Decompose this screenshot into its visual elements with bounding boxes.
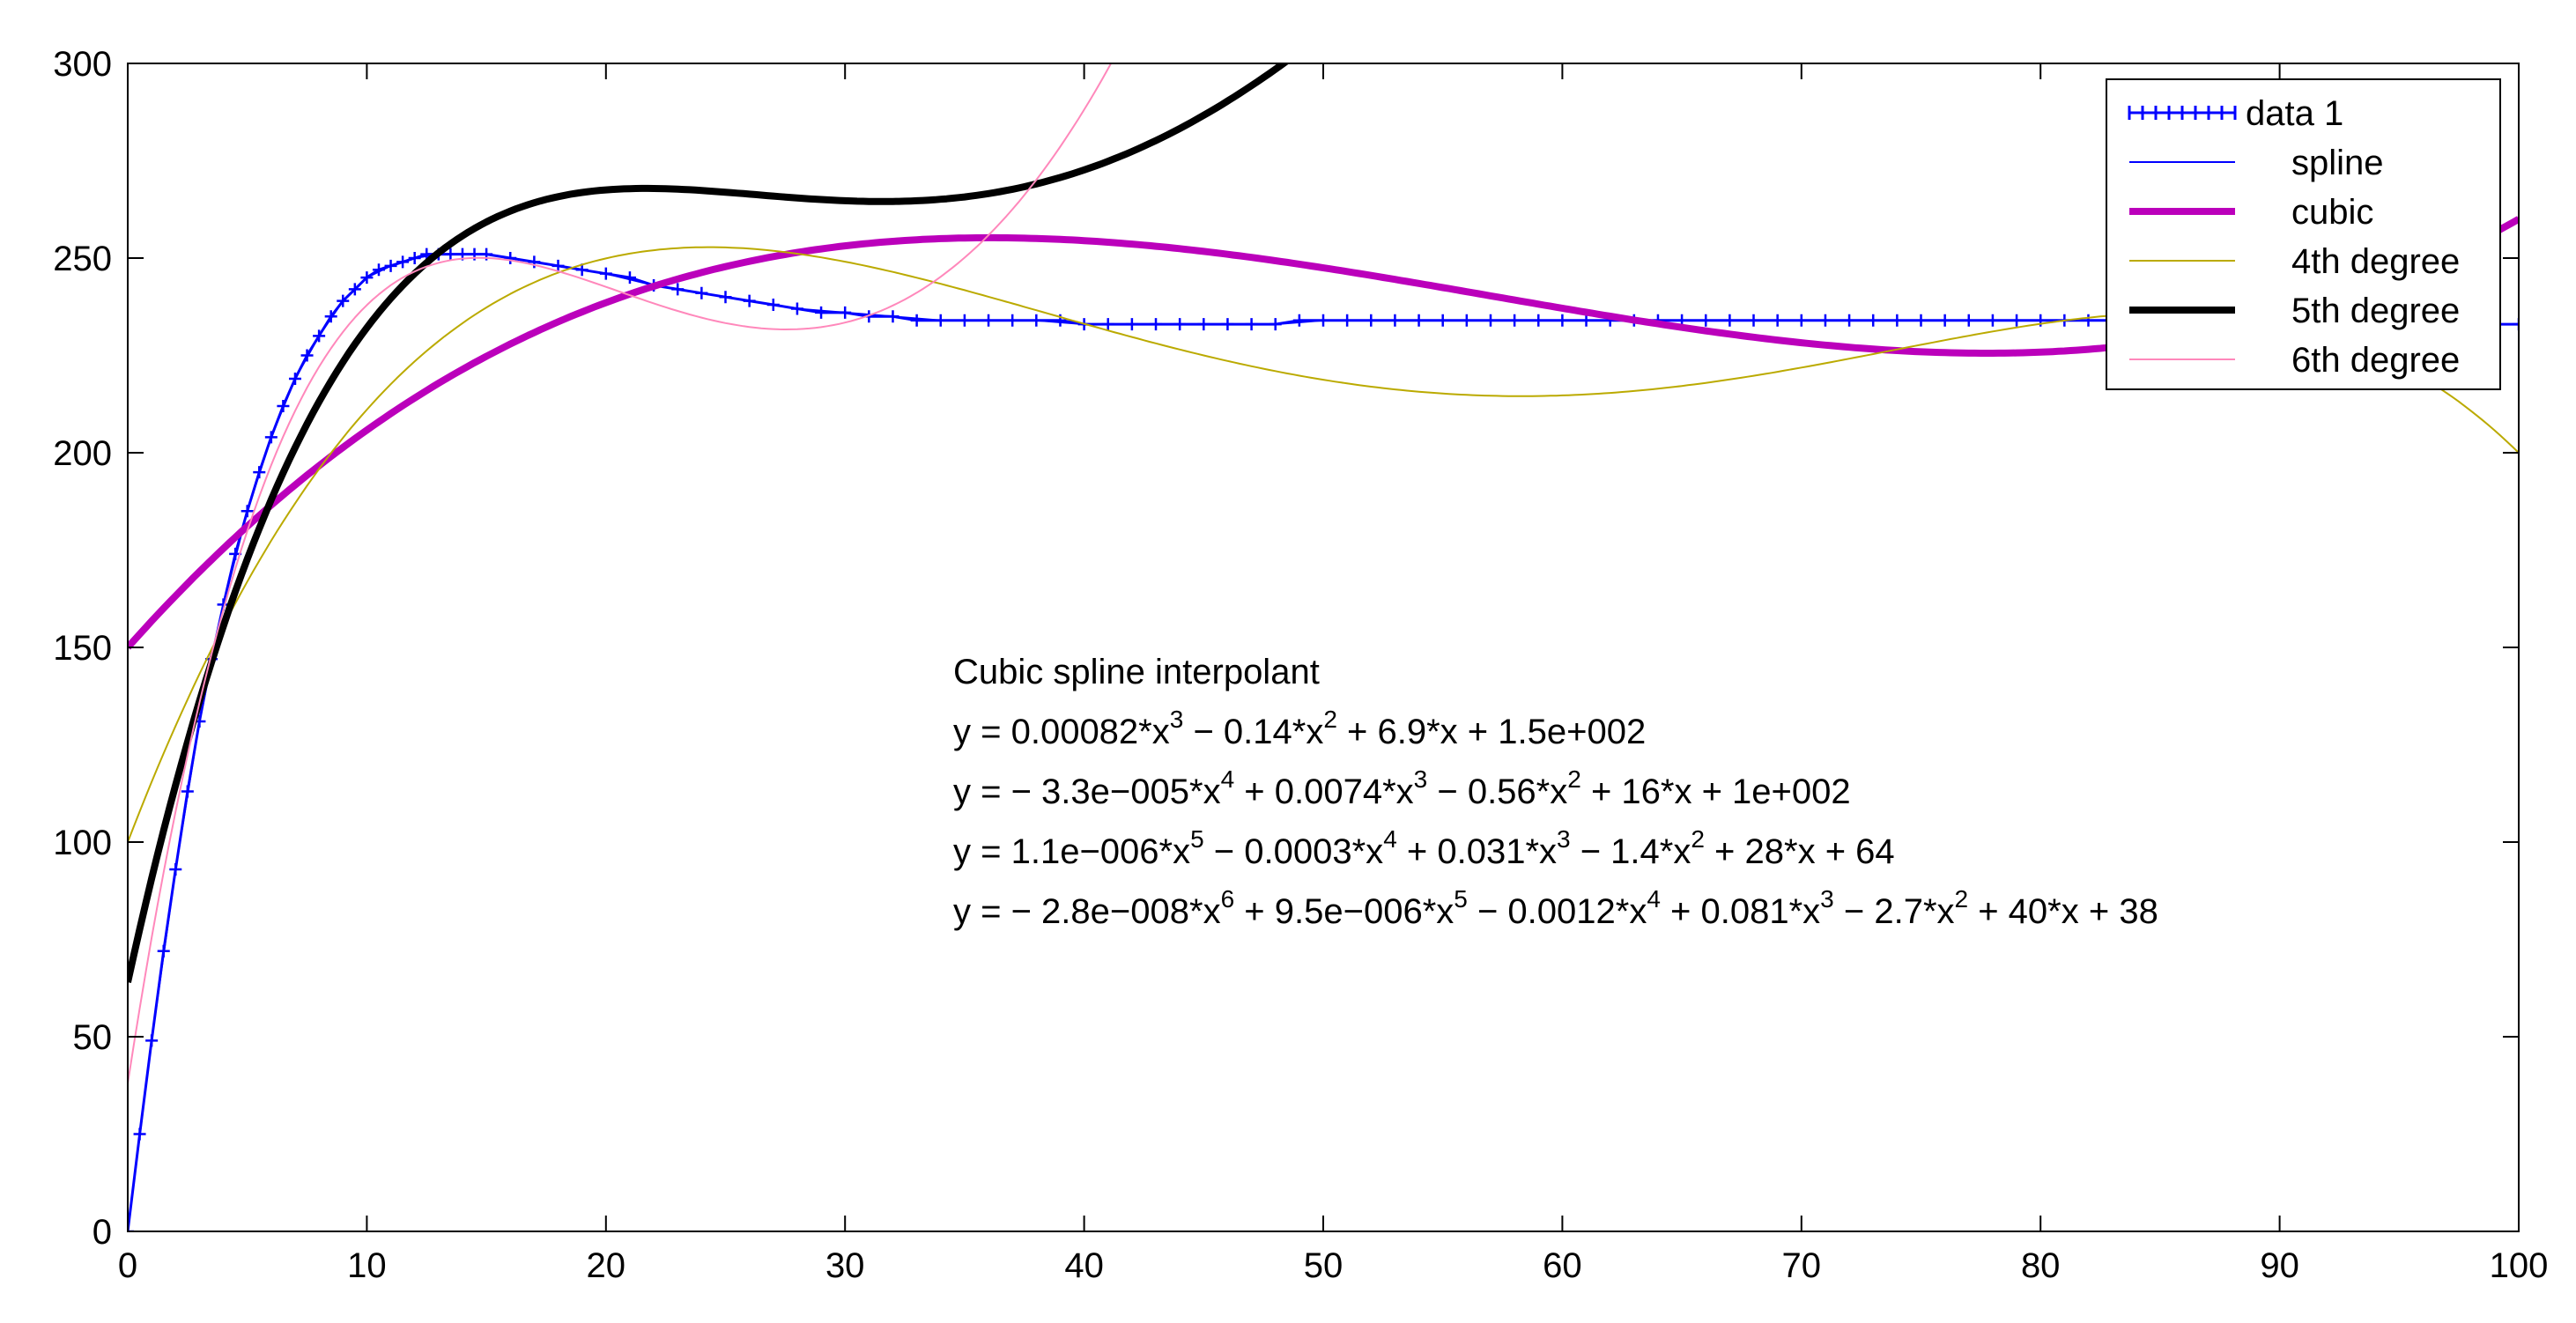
tick-layer: 0 10 20 30 40 50 60 70 80 90 100 0 50 100 150 200 250 300 — [53, 45, 2548, 1285]
annotation-equation: y = 0.00082*x3​ − 0.14*x2​ + 6.9*x + 1.5… — [953, 706, 1646, 751]
legend-label: 6th degree — [2291, 341, 2460, 380]
legend-item-6th-degree: 6th degree — [2129, 341, 2460, 380]
legend-item-spline: spline — [2129, 144, 2384, 182]
y-tick-label: 200 — [53, 434, 112, 473]
series-6th-degree — [128, 63, 1113, 1084]
data-point — [910, 314, 923, 327]
legend-label: 5th degree — [2291, 292, 2460, 330]
x-tick-label: 60 — [1543, 1246, 1582, 1285]
x-tick-label: 30 — [825, 1246, 865, 1285]
x-tick-label: 0 — [118, 1246, 137, 1285]
x-tick-label: 40 — [1064, 1246, 1104, 1285]
legend-item-data-1: data 1 — [2128, 94, 2343, 133]
series-5th-degree — [128, 63, 1290, 983]
x-tick-label: 90 — [2260, 1246, 2299, 1285]
annotation-title: Cubic spline interpolant — [953, 653, 1320, 691]
y-tick-label: 300 — [53, 45, 112, 84]
y-tick-label: 0 — [93, 1213, 112, 1252]
data-point — [1292, 314, 1306, 327]
legend-box — [2106, 78, 2501, 390]
legend-item-4th-degree: 4th degree — [2129, 242, 2460, 281]
x-tick-label: 80 — [2021, 1246, 2061, 1285]
legend-item-cubic: cubic — [2129, 193, 2373, 232]
data-point — [623, 271, 636, 285]
x-tick-label: 70 — [1782, 1246, 1822, 1285]
y-tick-label: 250 — [53, 240, 112, 278]
data-point — [815, 306, 828, 319]
x-tick-label: 100 — [2490, 1246, 2549, 1285]
legend: data 1 spline cubic 4th degree 5th degree 6th… — [2106, 78, 2501, 390]
x-tick-label: 20 — [587, 1246, 626, 1285]
annotation-layer: Cubic spline interpolant y = 0.00082*x3​ … — [953, 653, 2158, 931]
data-point — [300, 349, 314, 362]
legend-label: data 1 — [2246, 94, 2343, 133]
y-tick-label: 100 — [53, 824, 112, 862]
legend-label: 4th degree — [2291, 242, 2460, 281]
x-tick-label: 50 — [1304, 1246, 1344, 1285]
y-tick-label: 150 — [53, 629, 112, 668]
annotation-equation: y = − 2.8e−008*x6​ + 9.5e−006*x5​ − 0.00… — [953, 885, 2158, 931]
legend-label: cubic — [2291, 193, 2373, 232]
legend-item-5th-degree: 5th degree — [2129, 292, 2460, 330]
data-point — [324, 310, 337, 323]
annotation-equation: y = − 3.3e−005*x4​ + 0.0074*x3​ − 0.56*x… — [953, 765, 1851, 811]
y-tick-label: 50 — [73, 1018, 113, 1057]
annotation-equation: y = 1.1e−006*x5​ − 0.0003*x4​ + 0.031*x3… — [953, 825, 1895, 871]
legend-label: spline — [2291, 144, 2384, 182]
x-tick-label: 10 — [347, 1246, 387, 1285]
